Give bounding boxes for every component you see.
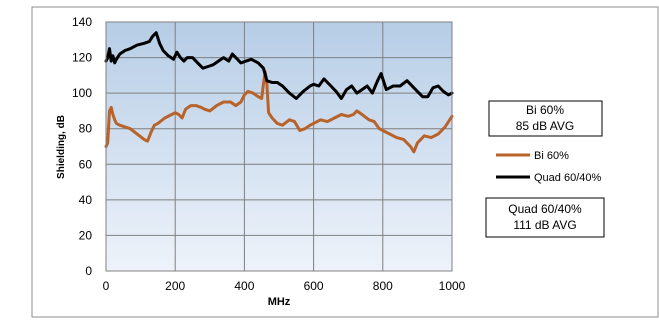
legend-label-bi: Bi 60% — [534, 150, 569, 162]
x-tick-label: 200 — [165, 279, 185, 293]
y-tick-label: 20 — [79, 228, 93, 242]
annotation-bi-value: 85 dB AVG — [516, 119, 574, 133]
x-tick-label: 600 — [304, 279, 324, 293]
series-line-1 — [104, 31, 454, 100]
plot-border — [105, 21, 453, 272]
y-tick-label: 60 — [79, 157, 93, 171]
x-axis-label: MHz — [268, 296, 291, 308]
series-line-0 — [104, 70, 454, 154]
plot-area — [106, 22, 452, 271]
y-tick-label: 40 — [79, 193, 93, 207]
y-tick-label: 140 — [72, 15, 92, 29]
x-tick-label: 400 — [234, 279, 254, 293]
y-axis-label: Shielding, dB — [56, 115, 67, 179]
annotation-bi-avg: Bi 60% 85 dB AVG — [488, 100, 603, 137]
legend-label-quad: Quad 60/40% — [534, 172, 601, 184]
y-axis-ticks: 0 20 40 60 80 100 120 140 — [72, 15, 92, 278]
y-tick-label: 80 — [79, 122, 93, 136]
legend: Bi 60% Quad 60/40% — [496, 150, 601, 184]
x-tick-label: 1000 — [439, 279, 466, 293]
y-tick-label: 120 — [72, 51, 92, 65]
y-tick-label: 100 — [72, 86, 92, 100]
annotation-quad-title: Quad 60/40% — [508, 202, 582, 216]
series-layer — [104, 31, 454, 154]
annotation-quad-value: 111 dB AVG — [513, 218, 576, 232]
annotation-quad-avg: Quad 60/40% 111 dB AVG — [485, 197, 605, 238]
x-tick-label: 0 — [103, 279, 110, 293]
x-axis-ticks: 0 200 400 600 800 1000 — [103, 279, 466, 293]
y-tick-label: 0 — [85, 264, 92, 278]
annotation-bi-title: Bi 60% — [526, 103, 564, 117]
x-tick-label: 800 — [373, 279, 393, 293]
